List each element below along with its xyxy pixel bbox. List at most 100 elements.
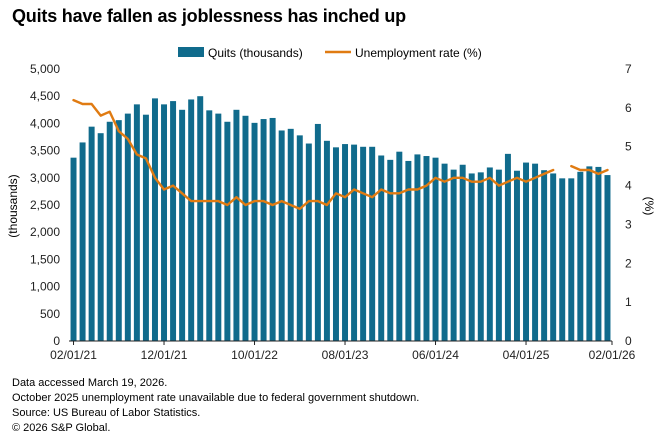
y-right-tick-label: 1 (625, 295, 632, 309)
x-tick-label: 08/01/23 (322, 348, 369, 362)
x-tick-label: 04/01/25 (503, 348, 550, 362)
chart-title: Quits have fallen as joblessness has inc… (12, 6, 406, 26)
quits-bar (577, 171, 584, 341)
note-source: Source: US Bureau of Labor Statistics. (12, 407, 201, 419)
x-tick-label: 06/01/24 (412, 348, 459, 362)
quits-bar (188, 99, 195, 342)
quits-bar (432, 157, 439, 341)
y-right-tick-label: 4 (625, 179, 632, 193)
quits-bar (179, 109, 186, 341)
x-tick-label: 10/01/22 (231, 348, 278, 362)
quits-bar (468, 173, 475, 341)
unemployment-line-segment (570, 164, 609, 176)
quits-bar (604, 175, 611, 341)
quits-bar (133, 104, 140, 341)
y-left-tick-label: 3,500 (30, 144, 60, 158)
y-left-tick-label: 5,000 (30, 62, 60, 76)
quits-bar (215, 113, 222, 341)
y-right-tick-label: 7 (625, 62, 632, 76)
quits-bar (532, 163, 539, 341)
quits-bar (278, 130, 285, 341)
y-left-tick-label: 4,500 (30, 89, 60, 103)
y-left-tick-label: 2,500 (30, 198, 60, 212)
quits-bar (251, 122, 258, 341)
quits-bar (70, 157, 77, 341)
quits-bar (595, 166, 602, 341)
y-axis-left-title: (thousands) (6, 174, 20, 237)
x-tick-label: 12/01/21 (141, 348, 188, 362)
note-copyright: © 2026 S&P Global. (12, 422, 111, 434)
quits-bar (106, 121, 113, 341)
quits-bar (450, 169, 457, 341)
quits-bar (550, 173, 557, 341)
quits-bar (559, 178, 566, 341)
legend-swatch-quits (178, 47, 204, 57)
legend: Quits (thousands) Unemployment rate (%) (178, 46, 482, 60)
quits-bar (387, 159, 394, 341)
quits-bar (142, 114, 149, 341)
quits-bar (314, 123, 321, 341)
axes: 0 500 1,000 1,500 2,000 2,500 3,000 3,500 4,000 4… (30, 62, 636, 362)
quits-bar (269, 117, 276, 342)
quits-bar (568, 178, 575, 341)
y-right-tick-label: 0 (625, 334, 632, 348)
quits-bar (151, 98, 158, 341)
quits-bar (351, 144, 358, 341)
quits-bar (305, 143, 312, 341)
quits-bars (70, 96, 611, 342)
legend-label-quits: Quits (thousands) (208, 46, 303, 60)
quits-bar (423, 156, 430, 341)
quits-bar (260, 119, 267, 341)
legend-label-unemployment: Unemployment rate (%) (355, 46, 482, 60)
x-tick-label: 02/01/26 (589, 348, 636, 362)
quits-bar (504, 153, 511, 341)
y-right-tick-label: 6 (625, 101, 632, 115)
y-left-tick-label: 500 (40, 307, 60, 321)
footnotes: Data accessed March 19, 2026. October 20… (12, 376, 419, 436)
y-right-tick-label: 5 (625, 140, 632, 154)
quits-bar (161, 104, 168, 341)
quits-bar (513, 170, 520, 341)
quits-bar (115, 120, 122, 341)
quits-bar (369, 146, 376, 341)
quits-bar (206, 110, 213, 342)
quits-bar (477, 172, 484, 341)
quits-bar (296, 135, 303, 341)
note-shutdown: October 2025 unemployment rate unavailab… (12, 392, 420, 404)
quits-bar (541, 170, 548, 341)
y-left-tick-label: 1,000 (30, 280, 60, 294)
x-tick-label: 02/01/21 (50, 348, 97, 362)
y-left-tick-label: 2,000 (30, 225, 60, 239)
quits-bar (378, 155, 385, 341)
y-right-tick-label: 3 (625, 217, 632, 231)
quits-bar (459, 164, 466, 341)
y-left-tick-label: 1,500 (30, 252, 60, 266)
quits-bar (586, 166, 593, 341)
note-data-accessed: Data accessed March 19, 2026. (12, 377, 168, 389)
quits-bar (332, 147, 339, 341)
quits-bar (197, 96, 204, 341)
quits-bar (233, 109, 240, 341)
quits-bar (97, 133, 104, 341)
quits-bar (124, 113, 131, 341)
y-left-tick-label: 4,000 (30, 116, 60, 130)
quits-bar (414, 154, 421, 341)
y-right-tick-label: 2 (625, 256, 632, 270)
quits-bar (170, 101, 177, 341)
quits-bar (486, 167, 493, 341)
quits-bar (405, 160, 412, 341)
quits-bar (287, 128, 294, 341)
quits-bar (79, 142, 86, 341)
quits-bar (88, 126, 95, 341)
y-axis-right-title: (%) (642, 197, 656, 216)
y-left-tick-label: 0 (53, 334, 60, 348)
quits-bar (441, 163, 448, 341)
quits-bar (224, 121, 231, 341)
unemployment-line-segment (72, 98, 555, 211)
quits-bar (396, 151, 403, 341)
quits-bar (523, 162, 530, 341)
quits-bar (323, 140, 330, 341)
quits-bar (495, 169, 502, 341)
quits-bar (242, 115, 249, 341)
